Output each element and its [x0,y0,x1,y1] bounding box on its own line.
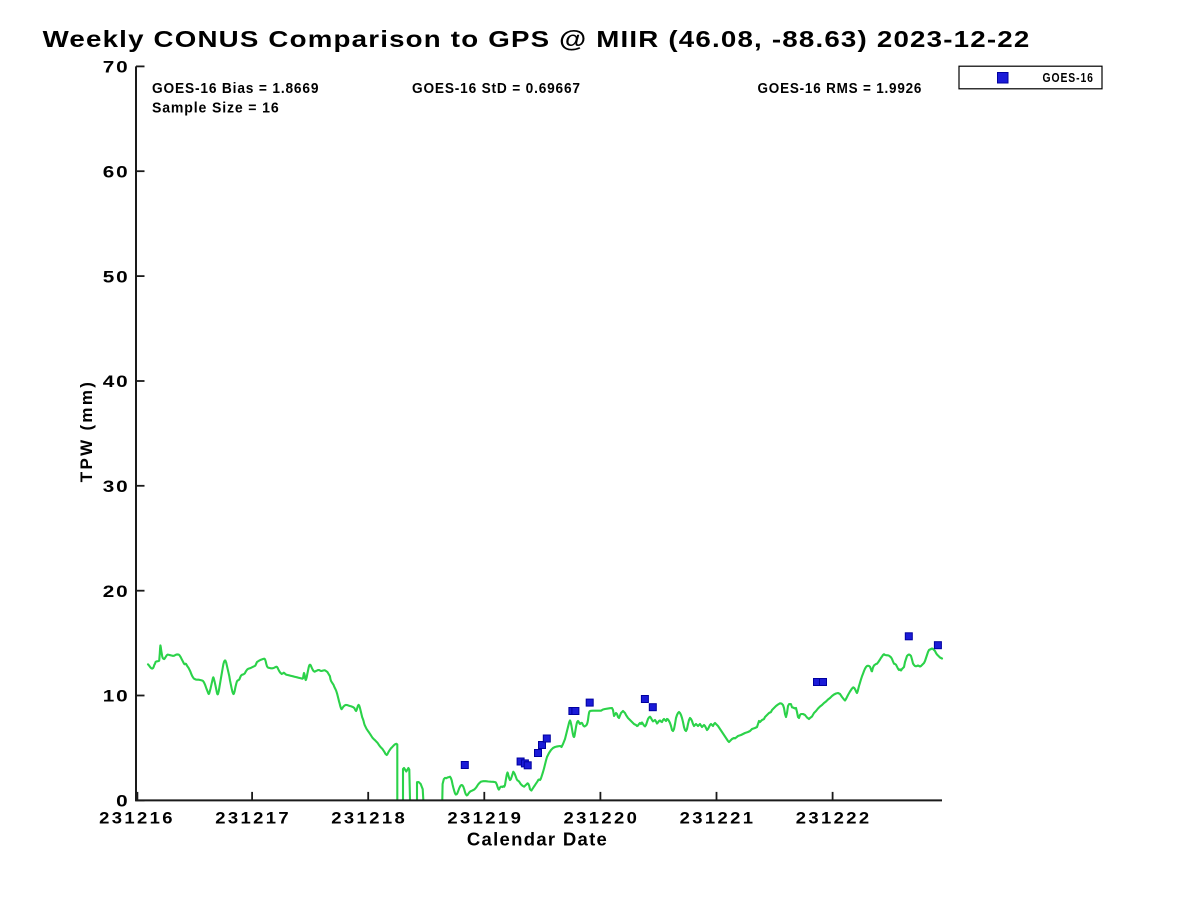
svg-text:20: 20 [103,583,130,602]
svg-text:231221: 231221 [680,808,756,827]
svg-text:50: 50 [103,268,130,287]
svg-text:GOES-16: GOES-16 [1043,72,1094,85]
svg-text:70: 70 [103,58,130,77]
svg-text:231220: 231220 [563,808,639,827]
svg-text:231222: 231222 [796,808,872,827]
svg-text:10: 10 [103,687,130,706]
svg-text:GOES-16 Bias = 1.8669: GOES-16 Bias = 1.8669 [152,80,319,97]
svg-text:231218: 231218 [331,808,407,827]
svg-text:GOES-16 RMS = 1.9926: GOES-16 RMS = 1.9926 [758,80,923,97]
svg-text:Weekly CONUS Comparison to GPS: Weekly CONUS Comparison to GPS @ MIIR (4… [43,27,1031,52]
svg-text:Sample Size = 16: Sample Size = 16 [152,100,280,116]
svg-text:231219: 231219 [447,808,523,827]
svg-text:231216: 231216 [99,808,175,827]
svg-text:TPW (mm): TPW (mm) [77,380,96,482]
svg-text:30: 30 [103,478,130,497]
svg-text:60: 60 [103,163,130,182]
svg-text:Calendar Date: Calendar Date [467,829,608,850]
svg-text:231217: 231217 [215,808,291,827]
svg-text:0: 0 [116,792,129,811]
svg-text:GOES-16 StD = 0.69667: GOES-16 StD = 0.69667 [412,80,581,97]
svg-text:40: 40 [103,373,130,392]
